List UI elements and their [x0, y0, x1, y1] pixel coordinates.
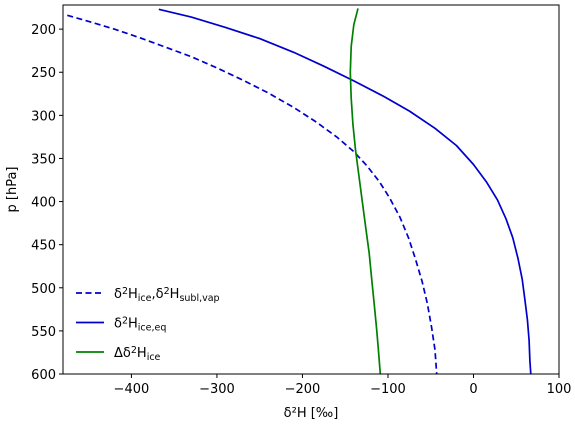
series-line-0	[67, 14, 438, 374]
y-axis-label: p [hPa]	[5, 167, 20, 213]
legend-label-0: δ2Hice,δ2Hsubl,vap	[114, 286, 220, 304]
x-tick-label-3: −100	[370, 382, 406, 397]
y-tick-label-4: 400	[31, 196, 56, 211]
y-tick-label-1: 250	[31, 66, 56, 81]
x-tick-label-4: 0	[469, 382, 477, 397]
y-tick-label-0: 200	[31, 23, 56, 38]
legend-label-2: Δδ2Hice	[114, 345, 161, 363]
axes-layer: −400 −300 −200 −100 0 100 200 250 300 350 400 450 50…	[5, 4, 572, 421]
y-tick-label-5: 450	[31, 239, 56, 254]
y-tick-label-6: 500	[31, 282, 56, 297]
x-tick-label-1: −300	[199, 382, 235, 397]
y-tick-label-3: 350	[31, 152, 56, 167]
series-line-2	[349, 8, 382, 374]
x-tick-label-0: −400	[114, 382, 150, 397]
series-line-1	[158, 8, 532, 374]
series-layer	[67, 8, 532, 374]
y-tick-label-8: 600	[31, 368, 56, 383]
legend-label-1: δ2Hice,eq	[114, 316, 166, 334]
y-tick-label-2: 300	[31, 109, 56, 124]
x-axis-label: δ²H [‰]	[284, 406, 339, 421]
legend: δ2Hice,δ2Hsubl,vap δ2Hice,eq Δδ2Hice	[76, 286, 220, 363]
x-tick-label-5: 100	[547, 382, 572, 397]
x-tick-label-2: −200	[285, 382, 321, 397]
y-tick-label-7: 550	[31, 325, 56, 340]
plot-frame	[62, 4, 560, 375]
